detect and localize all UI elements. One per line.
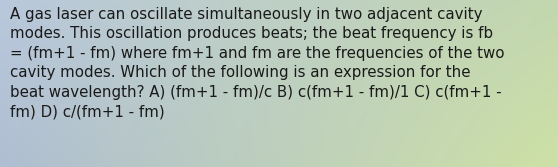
Text: A gas laser can oscillate simultaneously in two adjacent cavity
modes. This osci: A gas laser can oscillate simultaneously… — [10, 7, 504, 119]
